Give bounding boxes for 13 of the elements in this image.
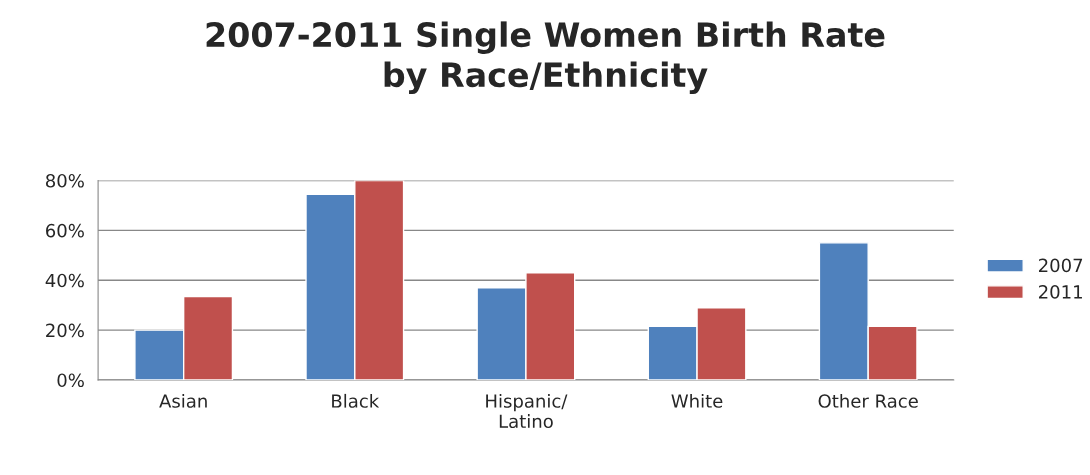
y-tick-label: 0% [57, 373, 84, 388]
chart-title: 2007-2011 Single Women Birth Rate by Race/Ethnicity [206, 21, 885, 95]
x-tick-label: Other Race [818, 393, 918, 408]
legend-label: 2011 [1038, 285, 1082, 299]
x-tick-label: Asian [159, 393, 207, 408]
y-tick-label: 40% [45, 273, 84, 288]
y-tick-label: 20% [46, 323, 84, 338]
y-tick-label: 80% [46, 173, 84, 188]
x-tick-label: Black [332, 393, 380, 408]
y-tick-label: 60% [46, 223, 84, 238]
legend-label: 2007 [1038, 258, 1083, 273]
x-tick-label: White [671, 393, 723, 408]
x-tick-label: Hispanic/ Latino [486, 393, 568, 429]
